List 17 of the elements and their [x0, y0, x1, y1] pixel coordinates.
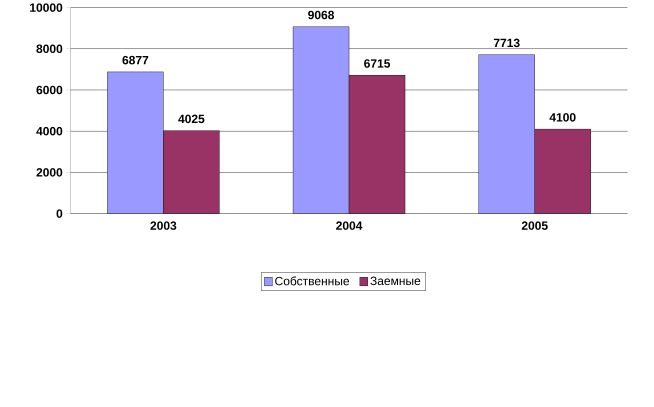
y-tick-label: 6000 — [36, 86, 62, 94]
legend-label: Собственные — [275, 276, 350, 286]
y-tick-label: 4000 — [36, 126, 62, 136]
data-label: 6877 — [122, 56, 148, 64]
data-label: 4100 — [550, 112, 576, 122]
data-label: 7713 — [494, 38, 520, 48]
y-tick-label: 10000 — [30, 3, 62, 12]
legend-label: Заемные — [370, 276, 420, 285]
y-tick-label: 0 — [56, 209, 62, 218]
x-tick-label: 2004 — [336, 221, 362, 230]
y-tick-label: 2000 — [36, 168, 62, 177]
data-label: 6715 — [364, 59, 390, 68]
x-tick-label: 2005 — [522, 221, 548, 230]
data-label: 9068 — [308, 10, 334, 20]
data-label: 4025 — [178, 114, 204, 124]
y-tick-label: 8000 — [36, 44, 62, 53]
x-tick-label: 2003 — [150, 221, 176, 230]
